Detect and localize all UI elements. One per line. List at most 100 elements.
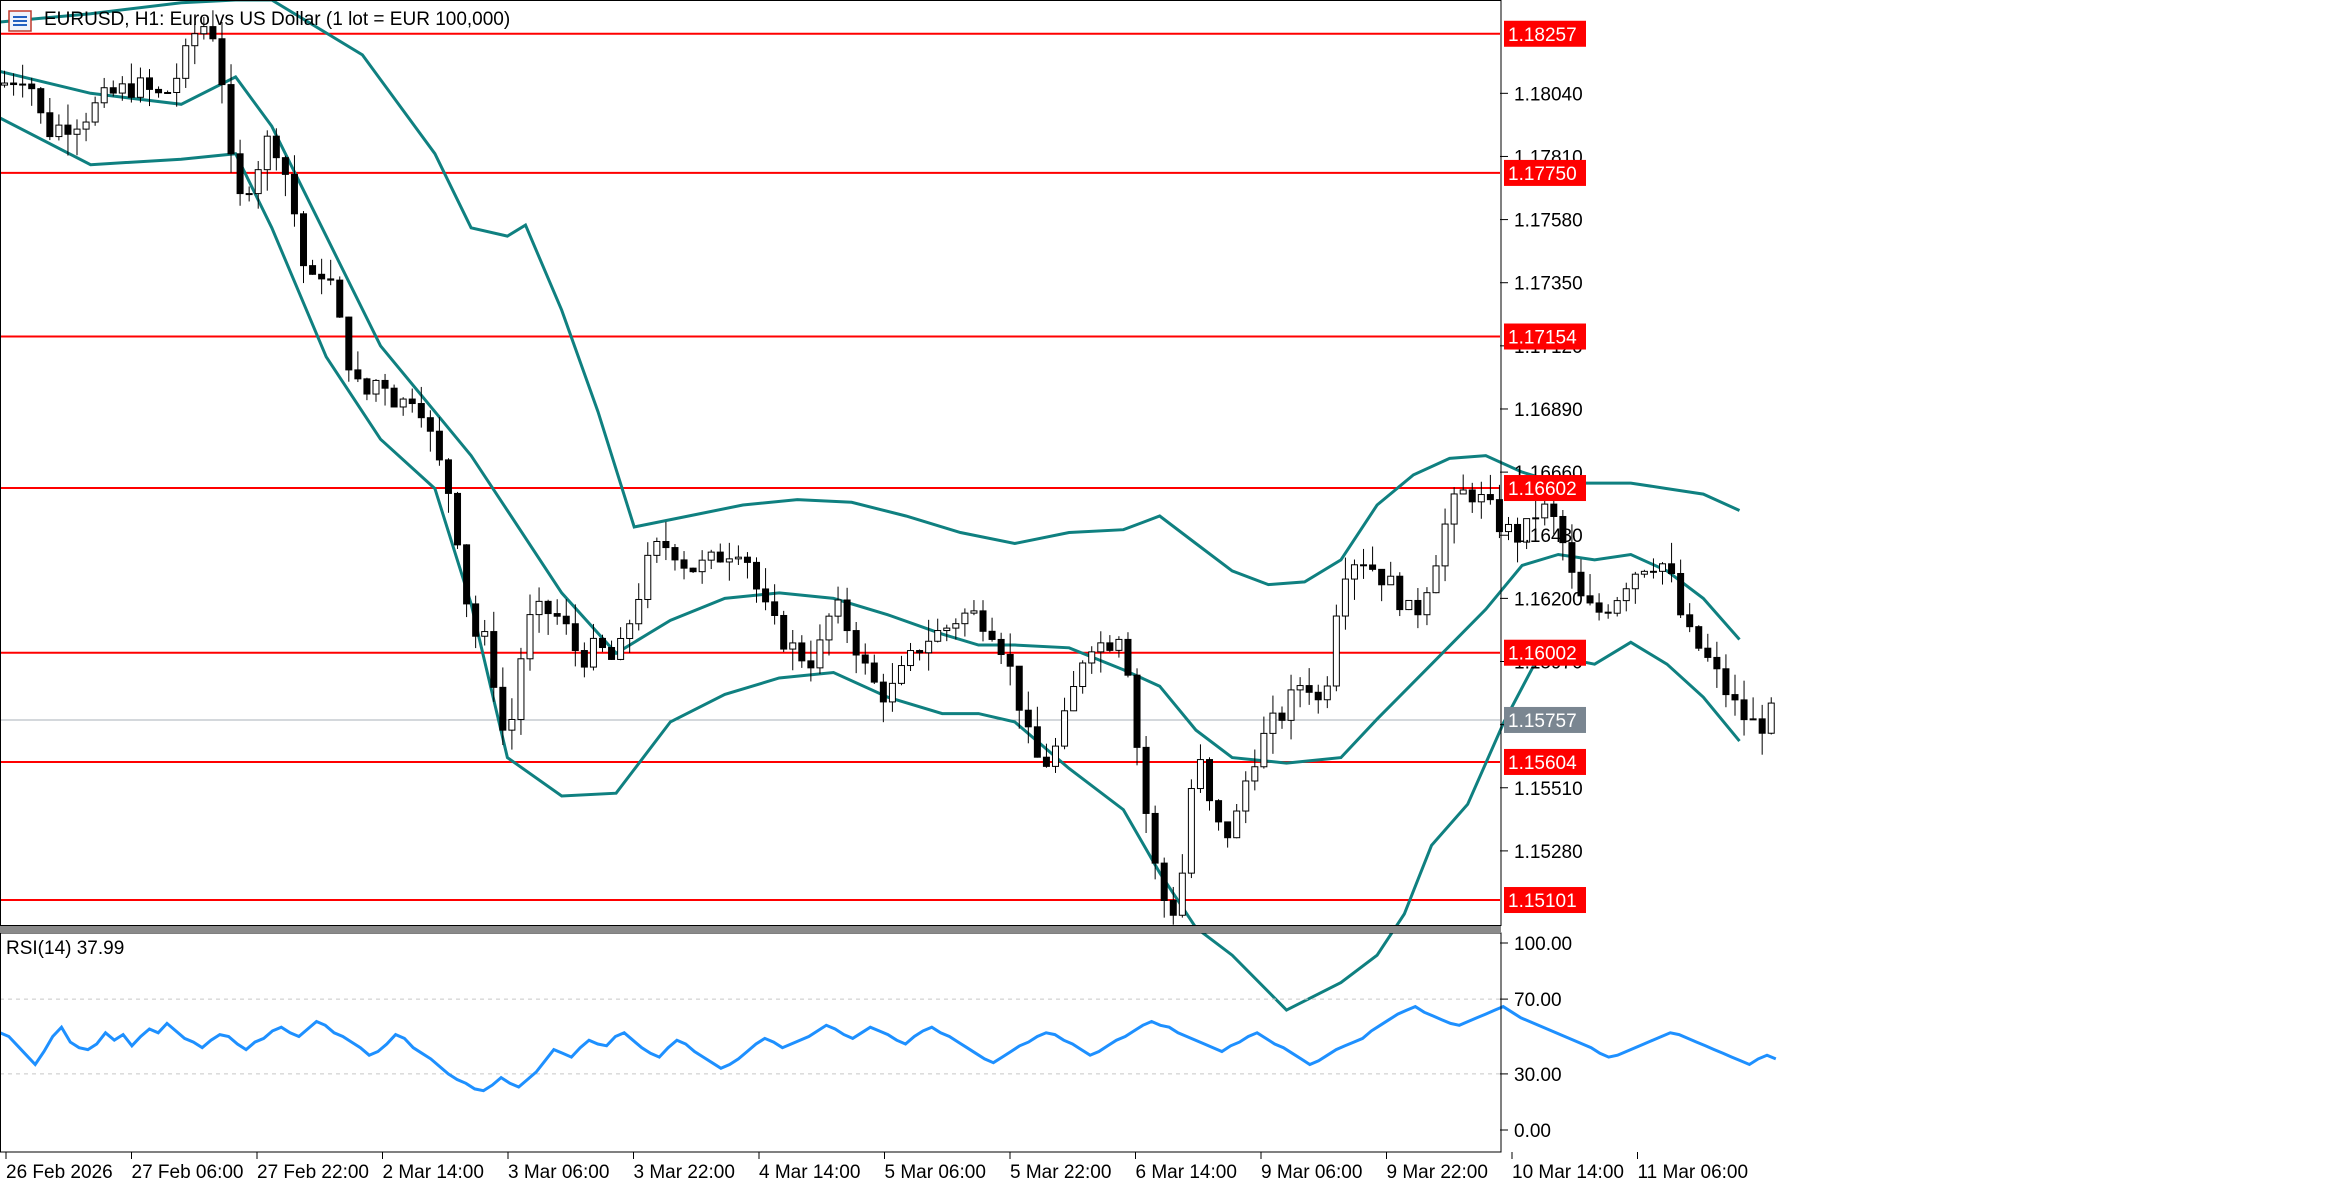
candle-body [1314, 691, 1322, 701]
candle-body [1206, 759, 1214, 802]
candle-body [825, 615, 833, 641]
candle-body [37, 88, 45, 114]
candle-body [544, 600, 552, 615]
candle-body [1613, 600, 1621, 614]
candle-body [1350, 564, 1358, 580]
candle-body [1024, 709, 1032, 728]
candle-body [698, 559, 706, 573]
candle-body [970, 610, 978, 614]
candle-body [707, 551, 715, 561]
level-price-label: 1.18257 [1508, 25, 1577, 46]
candle-body [1187, 788, 1195, 874]
candle-body [608, 647, 616, 660]
candle-body [1504, 523, 1512, 533]
level-price-label: 1.17750 [1508, 164, 1577, 185]
price-tick-label: 1.16200 [1514, 589, 1583, 610]
candle-body [300, 213, 308, 267]
candle-body [861, 654, 869, 664]
candle-body [1296, 685, 1304, 691]
candle-body [1631, 573, 1639, 590]
candle-body [843, 599, 851, 632]
candle-body [73, 128, 81, 135]
candle-body [227, 84, 235, 155]
level-price-tag [1504, 639, 1586, 666]
candle-body [1251, 766, 1259, 782]
candle-body [236, 153, 244, 195]
candle-body [1677, 572, 1685, 616]
candle-body [109, 87, 117, 94]
candle-body [1269, 712, 1277, 734]
candle-body [1033, 726, 1041, 758]
level-price-label: 1.16002 [1508, 644, 1577, 665]
level-price-label: 1.17154 [1508, 328, 1577, 349]
candle-body [1115, 638, 1123, 651]
candle-body [118, 83, 126, 94]
time-tick-label: 27 Feb 22:00 [257, 1162, 369, 1183]
candle-body [354, 369, 362, 380]
candle-body [1568, 542, 1576, 573]
time-tick-label: 3 Mar 22:00 [634, 1162, 735, 1183]
candle-body [1441, 523, 1449, 567]
candle-body [363, 378, 371, 395]
candle-body [1668, 563, 1676, 574]
candle-body [127, 83, 135, 98]
candle-body [517, 658, 525, 720]
candle-body [19, 83, 27, 86]
candle-body [290, 173, 298, 215]
time-tick-label: 5 Mar 22:00 [1010, 1162, 1111, 1183]
candle-body [1305, 685, 1313, 693]
price-tick-label: 1.17580 [1514, 211, 1583, 232]
candle-body [263, 135, 271, 171]
candle-body [182, 45, 190, 79]
candle-body [372, 379, 380, 395]
candle-body [1260, 732, 1268, 768]
candle-body [1378, 568, 1386, 586]
candle-body [598, 637, 606, 649]
candle-body [136, 77, 144, 98]
candle-body [771, 601, 779, 616]
candle-body [1233, 810, 1241, 839]
candle-body [1332, 615, 1340, 687]
current-price-tag [1504, 706, 1586, 733]
bollinger-lower-band [0, 116, 1741, 1012]
candle-body [580, 650, 588, 668]
candle-body [472, 603, 480, 637]
price-frame [0, 0, 1502, 926]
candle-body [834, 599, 842, 617]
candle-body [1341, 578, 1349, 617]
candle-body [1758, 718, 1766, 734]
candle-body [1704, 647, 1712, 658]
candle-body [1, 82, 9, 86]
candle-body [444, 459, 452, 494]
price-tick-label: 1.15510 [1514, 779, 1583, 800]
candle-body [1514, 523, 1522, 543]
candlestick-chart-icon[interactable] [8, 10, 32, 32]
candle-body [635, 598, 643, 625]
candle-body [82, 121, 90, 130]
candle-body [716, 551, 724, 563]
price-plot[interactable] [0, 0, 1775, 1012]
level-price-tag [1504, 475, 1586, 502]
rsi-plot[interactable] [0, 998, 1777, 1093]
price-tick-label: 1.18040 [1514, 84, 1583, 105]
time-tick-label: 9 Mar 06:00 [1261, 1162, 1362, 1183]
candle-body [1649, 570, 1657, 573]
candle-body [1224, 821, 1232, 839]
candle-body [417, 403, 425, 419]
candle-body [1740, 699, 1748, 721]
candle-body [1495, 499, 1503, 533]
candle-body [46, 112, 54, 138]
rsi-tick-label: 30.00 [1514, 1065, 1562, 1086]
candle-body [1287, 689, 1295, 721]
candle-body [916, 650, 924, 654]
candle-body [218, 38, 226, 86]
candle-body [1106, 642, 1114, 651]
candle-body [55, 124, 63, 138]
candle-body [1142, 746, 1150, 814]
candle-body [490, 631, 498, 688]
candle-body [743, 556, 751, 563]
candle-body [336, 279, 344, 318]
candle-body [952, 623, 960, 629]
candle-body [1722, 668, 1730, 696]
